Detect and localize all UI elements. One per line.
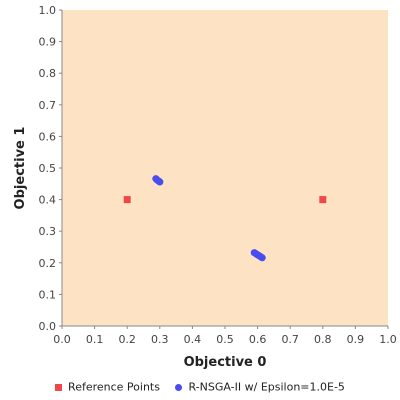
- x-axis-title: Objective 0: [184, 355, 267, 370]
- x-tick-label: 1.0: [379, 333, 397, 346]
- x-tick-label: 0.9: [347, 333, 365, 346]
- legend-square-icon: [55, 383, 63, 391]
- solution-point-marker: [156, 178, 164, 186]
- x-tick-label: 0.7: [281, 333, 299, 346]
- y-tick-label: 0.7: [39, 99, 57, 112]
- y-tick-label: 0.8: [39, 67, 57, 80]
- legend-circle-icon: [175, 383, 183, 391]
- x-tick-label: 0.6: [249, 333, 267, 346]
- x-tick-label: 0.5: [216, 333, 234, 346]
- legend-entry-r-nsga-ii: R-NSGA-II w/ Epsilon=1.0E-5: [175, 380, 345, 394]
- x-tick-label: 0.0: [53, 333, 71, 346]
- reference-point-marker: [319, 196, 327, 204]
- y-tick-label: 1.0: [39, 4, 57, 17]
- reference-point-marker: [123, 196, 131, 204]
- x-tick-label: 0.3: [151, 333, 169, 346]
- y-tick-label: 0.3: [39, 225, 57, 238]
- plot-area: [62, 10, 388, 326]
- x-tick-label: 0.8: [314, 333, 332, 346]
- x-tick-label: 0.2: [118, 333, 136, 346]
- y-axis-title: Objective 1: [13, 127, 28, 210]
- y-tick-label: 0.2: [39, 257, 57, 270]
- y-tick-label: 0.6: [39, 130, 57, 143]
- y-tick-label: 0.4: [39, 194, 57, 207]
- solution-point-marker: [258, 254, 266, 262]
- y-tick-label: 0.9: [39, 36, 57, 49]
- axes: 0.0 0.1 0.2 0.3 0.4 0.5 0.6 0.7 0.8 0.9 1.0 0.0 0.1 0…: [39, 4, 397, 346]
- legend-label: R-NSGA-II w/ Epsilon=1.0E-5: [188, 380, 345, 394]
- data-marks: [123, 175, 327, 262]
- x-tick-label: 0.4: [184, 333, 202, 346]
- y-tick-label: 0.5: [39, 162, 57, 175]
- legend: Reference Points R-NSGA-II w/ Epsilon=1.…: [0, 380, 400, 394]
- y-tick-label: 0.1: [39, 288, 57, 301]
- legend-label: Reference Points: [68, 380, 160, 394]
- y-tick-label: 0.0: [39, 320, 57, 333]
- x-tick-label: 0.1: [86, 333, 104, 346]
- legend-entry-reference-points: Reference Points: [55, 380, 160, 394]
